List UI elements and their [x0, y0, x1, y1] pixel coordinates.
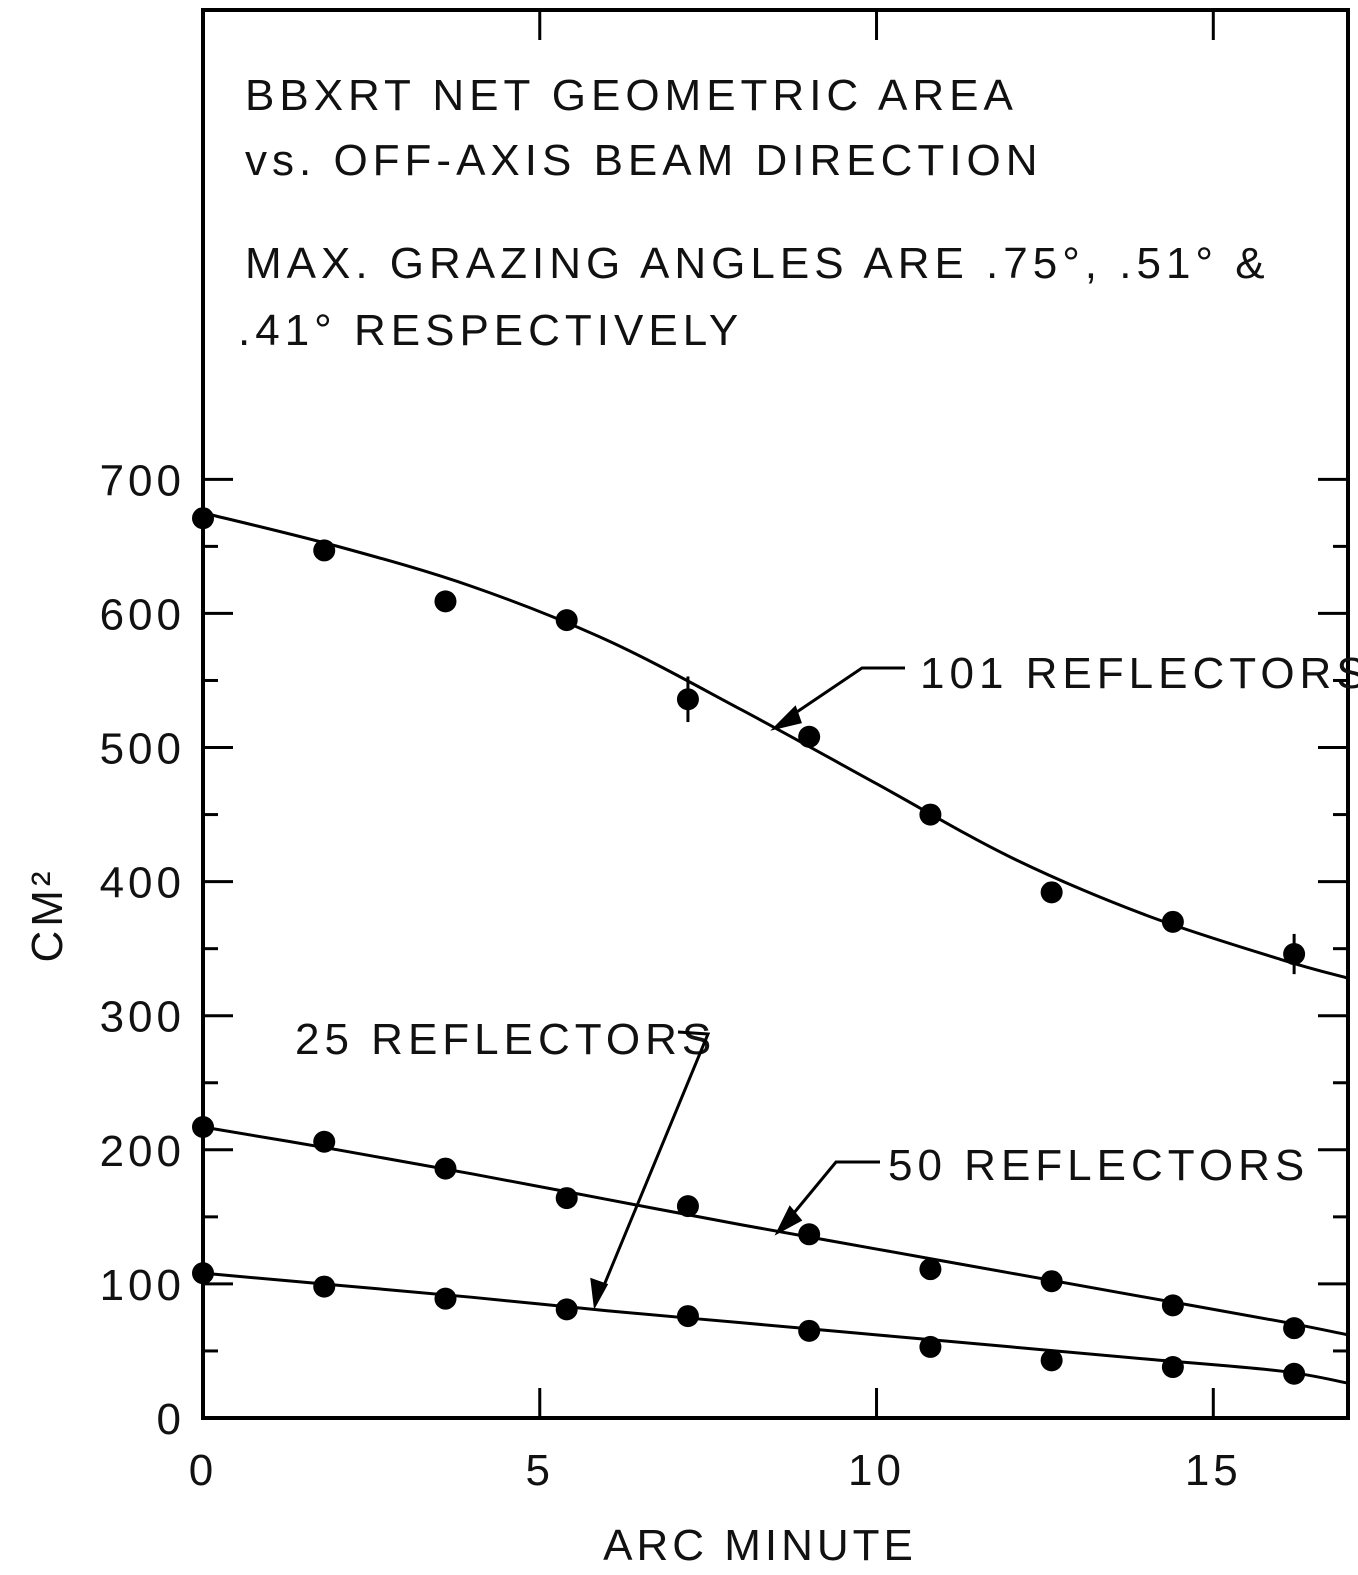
y-axis-label: CM² — [23, 867, 72, 962]
data-point — [919, 1258, 942, 1281]
data-point — [555, 1187, 578, 1210]
y-tick-label: 100 — [100, 1261, 185, 1310]
data-point — [1040, 1270, 1063, 1293]
data-point — [555, 609, 578, 632]
data-point — [192, 507, 214, 530]
data-point — [1283, 1362, 1306, 1385]
arrow-head — [774, 1205, 803, 1236]
data-point — [798, 1223, 821, 1246]
series-label: 50 REFLECTORS — [888, 1141, 1309, 1190]
y-tick-label: 600 — [100, 590, 185, 639]
data-point — [676, 1305, 699, 1328]
series-label: 25 REFLECTORS — [295, 1015, 716, 1064]
x-tick-label: 10 — [848, 1446, 905, 1495]
x-tick-label: 0 — [189, 1446, 217, 1495]
data-point — [1161, 1356, 1184, 1379]
y-tick-label: 200 — [100, 1127, 185, 1176]
chart-title: vs. OFF-AXIS BEAM DIRECTION — [245, 136, 1043, 185]
data-point — [555, 1298, 578, 1321]
data-point — [192, 1116, 214, 1139]
data-point — [434, 590, 457, 613]
arrow — [781, 666, 905, 724]
arrow-head — [770, 705, 802, 731]
data-point — [313, 539, 336, 562]
chart-title: BBXRT NET GEOMETRIC AREA — [245, 71, 1018, 120]
arrow — [782, 1160, 880, 1226]
data-point — [1283, 943, 1306, 966]
y-tick-label: 400 — [100, 859, 185, 908]
data-point — [192, 1262, 214, 1285]
data-point — [1161, 1294, 1184, 1317]
data-point — [1283, 1317, 1306, 1340]
data-point — [676, 1195, 699, 1218]
y-tick-label: 0 — [157, 1395, 185, 1444]
x-tick-label: 5 — [526, 1446, 554, 1495]
fit-curve — [202, 1125, 1349, 1337]
data-point — [1040, 1349, 1063, 1372]
data-point — [798, 1319, 821, 1342]
data-point — [1040, 881, 1063, 904]
data-point — [919, 1335, 942, 1358]
data-point — [434, 1157, 457, 1180]
plot-frame — [201, 8, 1350, 1420]
data-point — [919, 803, 942, 826]
y-tick-label: 700 — [100, 456, 185, 505]
fit-curve — [202, 1271, 1349, 1385]
annotation-arrows — [590, 666, 905, 1310]
data-point — [434, 1287, 457, 1310]
series-label: 101 REFLECTORS — [920, 649, 1358, 698]
data-point — [313, 1130, 336, 1153]
chart-subtitle: .41° RESPECTIVELY — [238, 306, 743, 355]
chart-subtitle: MAX. GRAZING ANGLES ARE .75°, .51° & — [245, 239, 1270, 288]
x-tick-label: 15 — [1185, 1446, 1242, 1495]
arrow — [598, 1030, 711, 1296]
arrow-head — [590, 1277, 609, 1310]
data-point — [676, 688, 699, 711]
y-tick-label: 500 — [100, 725, 185, 774]
fit-curve — [202, 511, 1349, 980]
x-axis-label: ARC MINUTE — [603, 1521, 917, 1570]
data-point — [798, 725, 821, 748]
data-point — [313, 1275, 336, 1298]
y-tick-label: 300 — [100, 993, 185, 1042]
data-point — [1161, 910, 1184, 933]
